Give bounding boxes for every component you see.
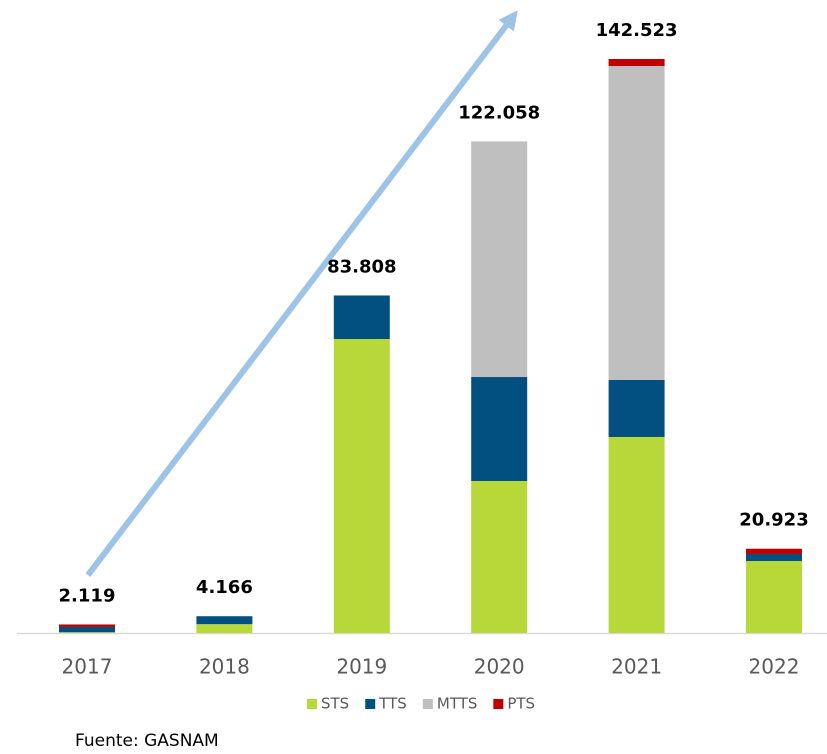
legend-swatch — [365, 699, 376, 709]
total-label: 122.058 — [458, 102, 540, 123]
bar-segment — [608, 436, 665, 633]
bar-segment — [471, 481, 528, 633]
bar-segment — [196, 624, 253, 633]
bar-segment — [471, 141, 528, 378]
bar-segment — [59, 632, 115, 633]
legend-swatch — [422, 699, 433, 709]
legend-label: PTS — [507, 695, 535, 713]
total-label: 4.166 — [196, 577, 253, 598]
x-tick-label: 2021 — [611, 655, 662, 679]
total-label: 142.523 — [596, 20, 678, 41]
trend-arrow — [85, 10, 518, 577]
legend-label: MTTS — [437, 695, 478, 713]
x-tick-label: 2020 — [474, 655, 525, 679]
source: Fuente: GASNAM — [75, 731, 219, 751]
bar-segment — [333, 338, 390, 633]
bar-segment — [333, 295, 390, 339]
bar-segment — [608, 66, 665, 380]
x-tick-label: 2018 — [199, 655, 250, 679]
x-tick-label: 2017 — [62, 655, 113, 679]
total-label: 20.923 — [739, 510, 808, 531]
labels: 2.119 2017 4.166 2018 83.808 2019 122.058 2020 1… — [59, 20, 809, 679]
bars — [59, 59, 802, 633]
total-label: 83.808 — [327, 256, 396, 277]
bar-segment — [746, 560, 802, 633]
bar-segment — [471, 377, 528, 482]
bar-segment — [196, 616, 253, 625]
x-tick-label: 2022 — [749, 655, 800, 679]
bar-segment — [59, 626, 115, 633]
bar-segment — [608, 379, 665, 437]
legend: STS TTS MTTS PTS — [307, 695, 535, 713]
legend-swatch — [493, 699, 504, 709]
bar-segment — [608, 59, 665, 67]
legend-swatch — [307, 699, 317, 709]
legend-label: STS — [321, 695, 349, 713]
bar-segment — [59, 624, 115, 627]
total-label: 2.119 — [59, 585, 116, 606]
legend-label: TTS — [378, 695, 407, 713]
bar-segment — [746, 548, 802, 554]
bar-segment — [746, 553, 802, 561]
x-tick-label: 2019 — [336, 655, 387, 679]
